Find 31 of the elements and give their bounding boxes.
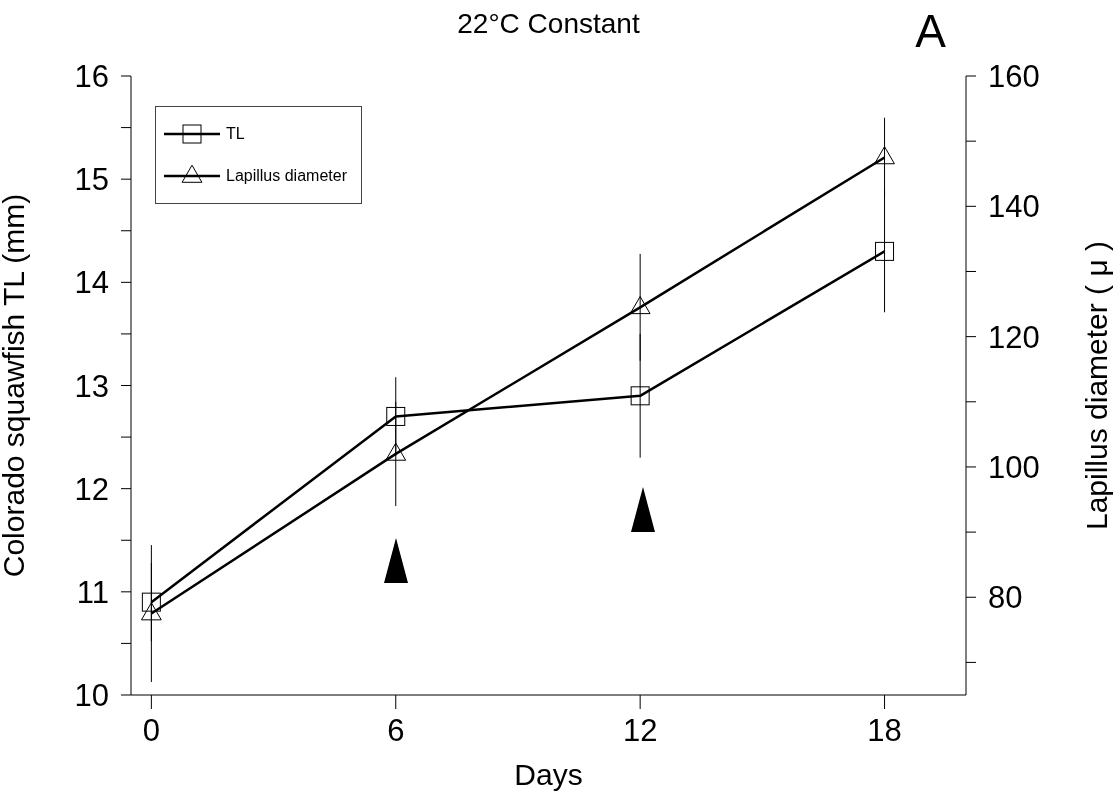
y-tick-label: 15 — [74, 162, 109, 198]
y2-tick-label: 120 — [988, 319, 1040, 355]
y-tick-label: 13 — [74, 368, 109, 404]
x-tick-label: 0 — [142, 713, 160, 749]
chart-title: 22°C Constant — [457, 8, 640, 39]
point — [386, 406, 406, 426]
y2-tick-label: 140 — [988, 189, 1040, 225]
x-tick-label: 12 — [622, 713, 658, 749]
legend-label: TL — [226, 125, 245, 143]
x-tick-label: 6 — [387, 713, 405, 749]
y-tick-label: 10 — [74, 678, 109, 714]
point — [630, 386, 650, 406]
y2-tick-label: 100 — [988, 449, 1040, 485]
x-axis-title: Days — [514, 758, 583, 791]
y2-tick-label: 80 — [988, 580, 1023, 616]
y-tick-label: 16 — [74, 59, 109, 94]
y-tick-label: 11 — [76, 574, 109, 610]
y2-axis-title: Lapillus diameter ( μ ) — [1079, 240, 1113, 531]
y2-tick-label: 160 — [988, 59, 1040, 94]
point — [140, 602, 162, 621]
point — [874, 146, 895, 165]
legend-label: Lapillus diameter — [226, 167, 347, 185]
x-tick-label: 18 — [867, 713, 902, 749]
y-tick-label: 12 — [74, 471, 109, 507]
point — [385, 442, 407, 461]
point — [141, 592, 161, 612]
point — [629, 296, 651, 315]
y-axis-title: Colorado squawfish TL (mm) — [0, 193, 30, 578]
point — [875, 241, 895, 261]
y-tick-label: 14 — [74, 265, 109, 301]
text: A — [915, 4, 946, 58]
